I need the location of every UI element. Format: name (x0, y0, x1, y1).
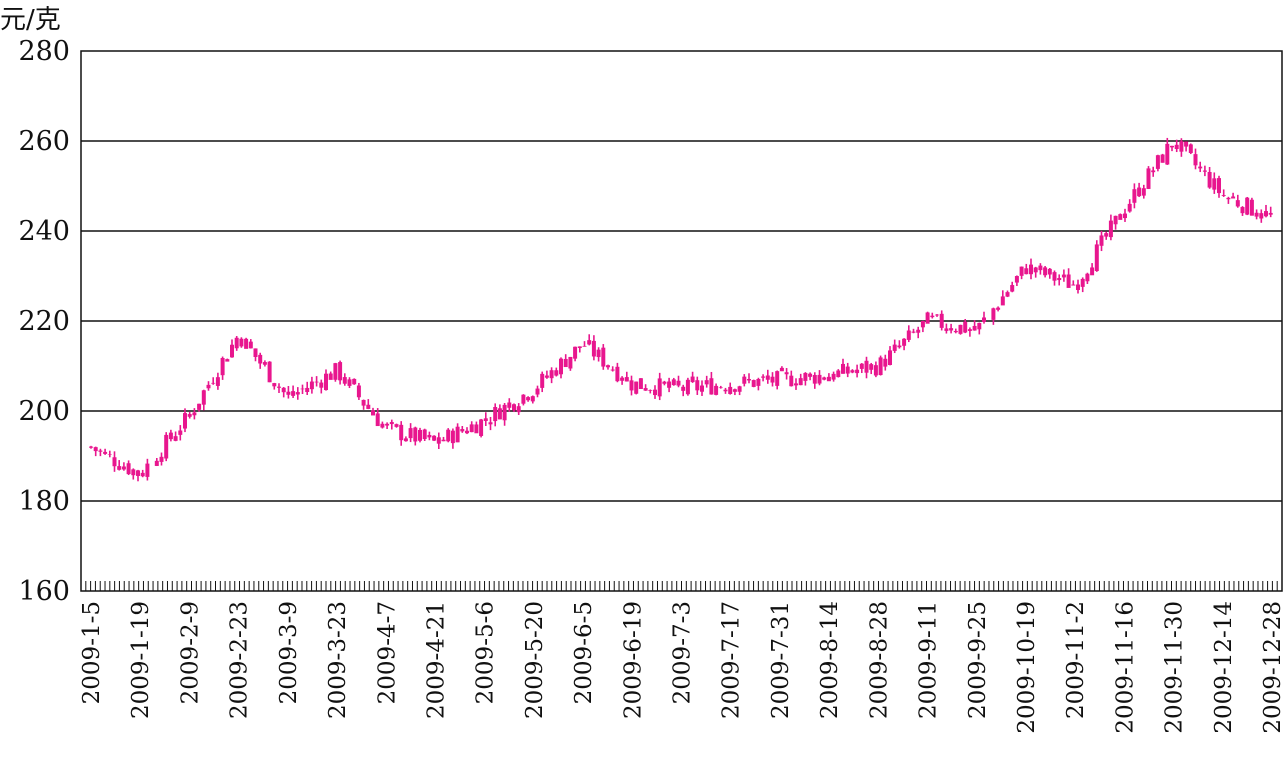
x-tick-label: 2009-8-14 (817, 601, 843, 719)
y-axis-ticks: 160 180 200 220 240 260 280 (18, 36, 70, 607)
price-bars (89, 137, 1273, 482)
grid-lines (81, 140, 1282, 502)
y-tick-label: 260 (18, 126, 70, 157)
x-tick-label: 2009-7-3 (670, 601, 696, 704)
x-tick-label: 2009-5-6 (473, 601, 499, 704)
x-tick-label: 2009-7-31 (768, 601, 794, 719)
x-axis-minor-ticks (80, 581, 1283, 591)
x-tick-label: 2009-4-21 (423, 601, 449, 719)
x-tick-label: 2009-3-9 (276, 601, 302, 704)
y-tick-label: 220 (18, 306, 70, 337)
y-tick-label: 180 (18, 486, 70, 517)
y-axis-unit-label: 元/克 (0, 5, 61, 35)
y-tick-label: 280 (18, 36, 70, 67)
x-tick-label: 2009-2-9 (177, 601, 203, 704)
x-tick-label: 2009-11-2 (1063, 601, 1089, 719)
x-tick-label: 2009-7-17 (719, 601, 745, 719)
x-tick-label: 2009-11-30 (1162, 601, 1188, 734)
y-tick-label: 240 (18, 216, 70, 247)
x-tick-label: 2009-1-19 (128, 601, 154, 719)
x-tick-label: 2009-6-19 (620, 601, 646, 719)
y-tick-label: 200 (18, 396, 70, 427)
x-tick-label: 2009-12-14 (1211, 601, 1237, 734)
x-tick-label: 2009-4-7 (374, 601, 400, 704)
x-tick-label: 2009-10-19 (1014, 601, 1040, 734)
y-tick-label: 160 (18, 576, 70, 607)
x-tick-label: 2009-5-20 (522, 601, 548, 719)
x-tick-label: 2009-9-11 (916, 601, 942, 719)
x-tick-label: 2009-11-16 (1112, 601, 1138, 734)
x-tick-label: 2009-2-23 (227, 601, 253, 719)
x-tick-label: 2009-9-25 (965, 601, 991, 719)
x-tick-label: 2009-12-28 (1260, 601, 1286, 734)
x-tick-label: 2009-1-5 (79, 601, 105, 704)
x-axis-ticks: 2009-1-5 2009-1-19 2009-2-9 2009-2-23 2009-3… (79, 601, 1286, 734)
x-tick-label: 2009-3-23 (325, 601, 351, 719)
plot-frame (80, 50, 1283, 592)
x-tick-label: 2009-6-5 (571, 601, 597, 704)
x-tick-label: 2009-8-28 (866, 601, 892, 719)
